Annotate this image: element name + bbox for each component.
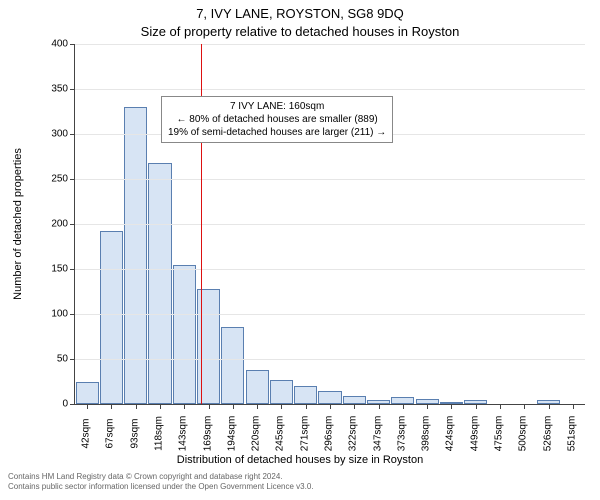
x-tick xyxy=(160,404,161,409)
x-tick xyxy=(354,404,355,409)
y-tick-label: 350 xyxy=(28,84,68,95)
x-tick xyxy=(403,404,404,409)
y-tick xyxy=(70,134,75,135)
gridline xyxy=(75,179,585,180)
y-tick-label: 0 xyxy=(28,399,68,410)
x-tick xyxy=(87,404,88,409)
x-axis-label: Distribution of detached houses by size … xyxy=(0,454,600,466)
y-tick-label: 100 xyxy=(28,309,68,320)
gridline xyxy=(75,314,585,315)
histogram-bar xyxy=(148,163,171,404)
gridline xyxy=(75,44,585,45)
x-tick xyxy=(549,404,550,409)
footer-attribution: Contains HM Land Registry data © Crown c… xyxy=(8,472,314,491)
histogram-bar xyxy=(246,370,269,404)
footer-line2: Contains public sector information licen… xyxy=(8,482,314,492)
x-tick-label: 449sqm xyxy=(469,416,480,452)
x-tick-label: 194sqm xyxy=(226,416,237,452)
x-tick-label: 373sqm xyxy=(396,416,407,452)
gridline xyxy=(75,224,585,225)
histogram-bar xyxy=(173,265,196,405)
histogram-bar xyxy=(343,396,366,404)
histogram-bar xyxy=(391,397,414,404)
x-tick-label: 551sqm xyxy=(566,416,577,452)
x-tick-label: 271sqm xyxy=(299,416,310,452)
annotation-line2: ← 80% of detached houses are smaller (88… xyxy=(168,113,386,126)
x-tick xyxy=(111,404,112,409)
gridline xyxy=(75,269,585,270)
y-tick xyxy=(70,404,75,405)
x-tick xyxy=(476,404,477,409)
x-tick xyxy=(136,404,137,409)
annotation-line3: 19% of semi-detached houses are larger (… xyxy=(168,126,386,139)
x-tick xyxy=(306,404,307,409)
x-tick xyxy=(281,404,282,409)
gridline xyxy=(75,359,585,360)
y-tick-label: 250 xyxy=(28,174,68,185)
y-tick xyxy=(70,44,75,45)
y-tick xyxy=(70,89,75,90)
x-tick-label: 475sqm xyxy=(494,416,505,452)
y-tick xyxy=(70,269,75,270)
x-tick-label: 296sqm xyxy=(324,416,335,452)
y-tick xyxy=(70,224,75,225)
y-tick xyxy=(70,359,75,360)
x-tick xyxy=(451,404,452,409)
x-tick-label: 42sqm xyxy=(81,418,92,448)
annotation-line1: 7 IVY LANE: 160sqm xyxy=(168,100,386,113)
annotation-box: 7 IVY LANE: 160sqm ← 80% of detached hou… xyxy=(161,96,393,143)
x-tick-label: 424sqm xyxy=(445,416,456,452)
x-tick-label: 245sqm xyxy=(275,416,286,452)
x-tick-label: 118sqm xyxy=(154,416,165,451)
x-tick-label: 322sqm xyxy=(348,416,359,452)
y-tick-label: 150 xyxy=(28,264,68,275)
histogram-bar xyxy=(76,382,99,404)
histogram-bar xyxy=(221,327,244,404)
histogram-bar xyxy=(100,231,123,404)
footer-line1: Contains HM Land Registry data © Crown c… xyxy=(8,472,314,482)
y-tick xyxy=(70,179,75,180)
x-tick-label: 220sqm xyxy=(251,416,262,452)
gridline xyxy=(75,89,585,90)
page-title-line2: Size of property relative to detached ho… xyxy=(0,24,600,39)
histogram-bar xyxy=(318,391,341,404)
y-tick-label: 300 xyxy=(28,129,68,140)
x-tick-label: 500sqm xyxy=(518,416,529,452)
y-tick-label: 50 xyxy=(28,354,68,365)
x-tick xyxy=(209,404,210,409)
x-tick xyxy=(524,404,525,409)
y-axis-label: Number of detached properties xyxy=(12,148,24,300)
x-tick xyxy=(500,404,501,409)
x-tick-label: 93sqm xyxy=(129,418,140,448)
x-tick-label: 143sqm xyxy=(178,416,189,452)
x-tick-label: 526sqm xyxy=(542,416,553,452)
x-tick-label: 398sqm xyxy=(421,416,432,452)
histogram-bar xyxy=(294,386,317,404)
x-tick-label: 347sqm xyxy=(372,416,383,452)
x-tick xyxy=(573,404,574,409)
x-tick xyxy=(184,404,185,409)
x-tick xyxy=(330,404,331,409)
x-tick-label: 169sqm xyxy=(202,416,213,452)
x-tick xyxy=(233,404,234,409)
page-title-line1: 7, IVY LANE, ROYSTON, SG8 9DQ xyxy=(0,6,600,21)
x-tick xyxy=(257,404,258,409)
y-tick xyxy=(70,314,75,315)
histogram-bar xyxy=(270,380,293,404)
y-tick-label: 400 xyxy=(28,39,68,50)
y-tick-label: 200 xyxy=(28,219,68,230)
x-tick-label: 67sqm xyxy=(105,418,116,448)
x-tick xyxy=(379,404,380,409)
x-tick xyxy=(427,404,428,409)
histogram-plot-area: 7 IVY LANE: 160sqm ← 80% of detached hou… xyxy=(74,44,585,405)
